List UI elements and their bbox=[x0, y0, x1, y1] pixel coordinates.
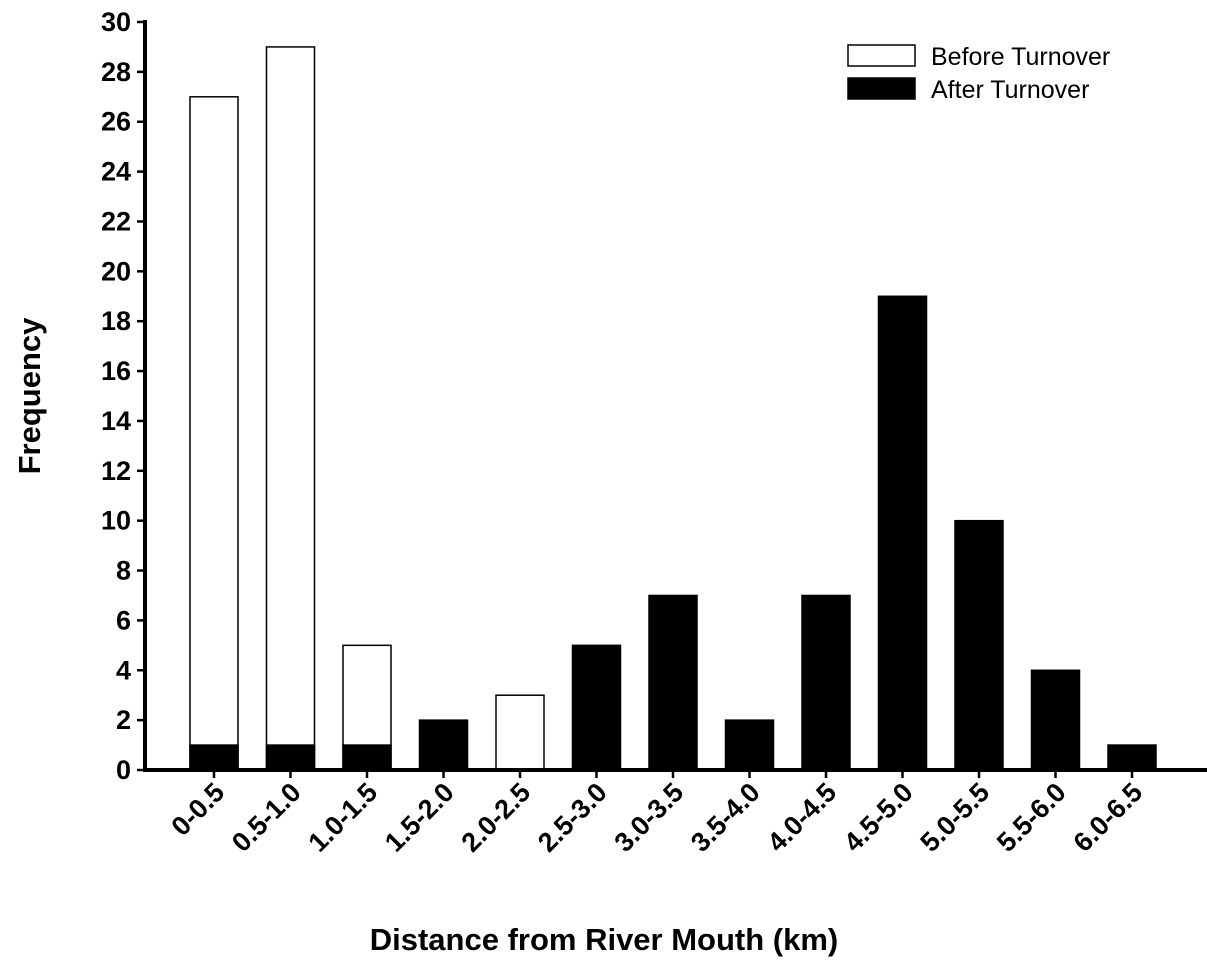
axes-layer bbox=[143, 20, 1207, 772]
x-axis-title: Distance from River Mouth (km) bbox=[370, 922, 839, 957]
x-tick-label: 4.5-5.0 bbox=[838, 777, 919, 858]
y-tick-label: 24 bbox=[101, 157, 131, 187]
x-tick-label: 3.0-3.5 bbox=[609, 777, 690, 858]
bar-after-4.0-4.5 bbox=[801, 594, 851, 771]
x-tick-labels: 0-0.50.5-1.01.0-1.51.5-2.02.0-2.52.5-3.0… bbox=[166, 770, 1149, 858]
y-tick-label: 8 bbox=[116, 556, 131, 586]
bar-after-0.5-1.0 bbox=[265, 744, 316, 771]
x-tick-label: 0-0.5 bbox=[166, 777, 231, 842]
legend-label: After Turnover bbox=[931, 76, 1089, 104]
y-tick-label: 12 bbox=[101, 456, 131, 486]
y-tick-label: 28 bbox=[101, 57, 131, 87]
y-tick-label: 10 bbox=[101, 506, 131, 536]
y-tick-label: 6 bbox=[116, 605, 131, 635]
x-tick-label: 5.0-5.5 bbox=[915, 777, 996, 858]
bar-after-3.0-3.5 bbox=[648, 594, 698, 771]
y-tick-label: 16 bbox=[101, 356, 131, 386]
bar-after-6.0-6.5 bbox=[1107, 744, 1157, 771]
y-tick-label: 20 bbox=[101, 256, 131, 286]
x-tick-label: 3.5-4.0 bbox=[685, 777, 766, 858]
bar-before-2.0-2.5 bbox=[495, 694, 545, 771]
bar-after-2.5-3.0 bbox=[571, 644, 622, 771]
y-tick-label: 14 bbox=[101, 406, 131, 436]
bar-after-1.5-2.0 bbox=[418, 719, 469, 771]
y-tick-label: 2 bbox=[116, 705, 131, 735]
y-tick-label: 0 bbox=[116, 755, 131, 785]
bar-after-0-0.5 bbox=[189, 744, 239, 771]
x-tick-label: 5.5-6.0 bbox=[991, 777, 1072, 858]
bar-after-5.5-6.0 bbox=[1030, 669, 1081, 771]
bar-after-5.0-5.5 bbox=[954, 519, 1004, 771]
y-tick-label: 26 bbox=[101, 107, 131, 137]
legend-swatch bbox=[847, 77, 916, 100]
x-tick-label: 1.5-2.0 bbox=[379, 777, 460, 858]
x-tick-label: 4.0-4.5 bbox=[762, 777, 843, 858]
y-tick-label: 18 bbox=[101, 306, 131, 336]
legend: Before Turnover After Turnover bbox=[847, 43, 1110, 104]
y-tick-label: 30 bbox=[101, 7, 131, 37]
y-tick-label: 4 bbox=[116, 655, 131, 685]
x-tick-label: 2.5-3.0 bbox=[532, 777, 613, 858]
x-tick-label: 2.0-2.5 bbox=[456, 777, 537, 858]
x-tick-label: 1.0-1.5 bbox=[303, 777, 384, 858]
bars-layer bbox=[189, 46, 1157, 771]
bar-before-0.5-1.0 bbox=[265, 46, 316, 771]
bar-after-1.0-1.5 bbox=[342, 744, 392, 771]
y-axis-title: Frequency bbox=[12, 317, 47, 475]
bar-before-0-0.5 bbox=[189, 96, 239, 771]
bar-after-3.5-4.0 bbox=[724, 719, 775, 771]
x-tick-label: 6.0-6.5 bbox=[1068, 777, 1149, 858]
bar-after-4.5-5.0 bbox=[877, 295, 928, 771]
legend-swatch bbox=[847, 44, 916, 67]
legend-label: Before Turnover bbox=[931, 43, 1110, 71]
x-tick-label: 0.5-1.0 bbox=[226, 777, 307, 858]
y-tick-label: 22 bbox=[101, 206, 131, 236]
